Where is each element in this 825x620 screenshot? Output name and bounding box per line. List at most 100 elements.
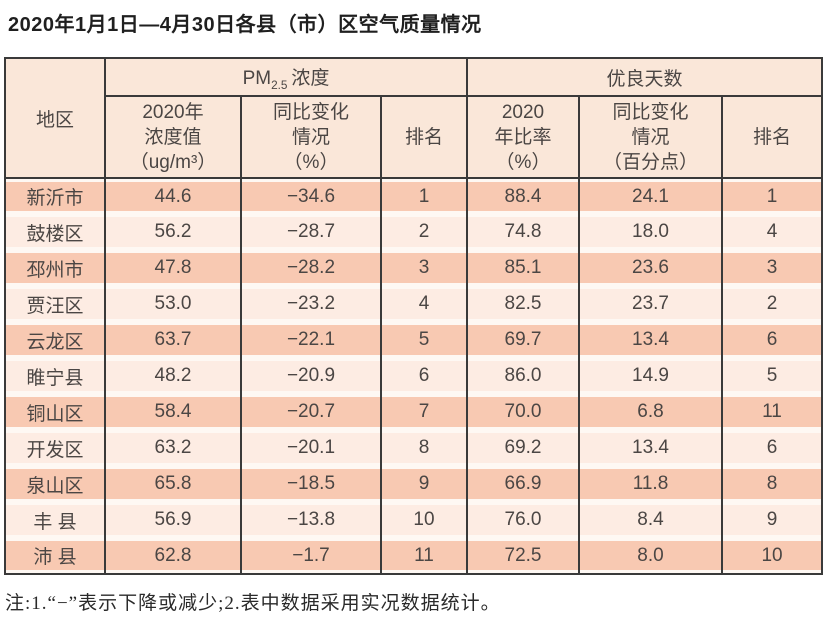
days-rank-cell: 6: [720, 430, 824, 466]
days-ratio-cell: 74.8: [466, 214, 580, 250]
pm-rank-cell: 5: [380, 322, 468, 358]
pm-value-cell: 53.0: [104, 286, 242, 322]
table-row: 开发区 63.2 −20.1 8 69.2 13.4 6: [4, 430, 824, 466]
table-row: 鼓楼区 56.2 −28.7 2 74.8 18.0 4: [4, 214, 824, 250]
footnote: 注:1.“−”表示下降或减少;2.表中数据采用实况数据统计。: [5, 593, 501, 614]
days-ratio-cell: 69.7: [466, 322, 580, 358]
pm-rank-cell: 9: [380, 466, 468, 502]
header-days-rank: 排名: [720, 96, 824, 179]
days-change-cell: 8.0: [578, 538, 723, 574]
region-cell: 开发区: [4, 430, 106, 466]
region-cell: 鼓楼区: [4, 214, 106, 250]
days-change-cell: 13.4: [578, 322, 723, 358]
table-row: 丰 县 56.9 −13.8 10 76.0 8.4 9: [4, 502, 824, 538]
pm25-subscript: 2.5: [271, 78, 288, 92]
header-pm-change: 同比变化 情况 （%）: [240, 96, 382, 179]
pm-change-cell: −20.7: [240, 394, 382, 430]
days-ratio-cell: 86.0: [466, 358, 580, 394]
pm-rank-cell: 11: [380, 538, 468, 574]
page-title: 2020年1月1日—4月30日各县（市）区空气质量情况: [8, 14, 482, 36]
days-ratio-cell: 82.5: [466, 286, 580, 322]
table-row: 邳州市 47.8 −28.2 3 85.1 23.6 3: [4, 250, 824, 286]
region-cell: 新沂市: [4, 178, 106, 214]
days-change-cell: 8.4: [578, 502, 723, 538]
days-change-cell: 23.6: [578, 250, 723, 286]
days-ratio-cell: 88.4: [466, 178, 580, 214]
days-ratio-cell: 70.0: [466, 394, 580, 430]
header-days-ratio: 2020 年比率 （%）: [466, 96, 580, 179]
pm-change-cell: −13.8: [240, 502, 382, 538]
header-group-pm25: PM2.5 浓度: [104, 58, 468, 97]
region-cell: 泉山区: [4, 466, 106, 502]
pm-change-cell: −28.7: [240, 214, 382, 250]
days-change-cell: 24.1: [578, 178, 723, 214]
days-rank-cell: 8: [720, 466, 824, 502]
region-cell: 贾汪区: [4, 286, 106, 322]
region-cell: 云龙区: [4, 322, 106, 358]
pm-value-cell: 63.7: [104, 322, 242, 358]
pm-rank-cell: 3: [380, 250, 468, 286]
header-sub-row: 2020年 浓度值 （ug/m³） 同比变化 情况 （%） 排名 2020 年比…: [5, 96, 824, 179]
days-rank-cell: 6: [720, 322, 824, 358]
table-row: 云龙区 63.7 −22.1 5 69.7 13.4 6: [4, 322, 824, 358]
pm-change-cell: −23.2: [240, 286, 382, 322]
table-row: 贾汪区 53.0 −23.2 4 82.5 23.7 2: [4, 286, 824, 322]
days-rank-cell: 3: [720, 250, 824, 286]
region-cell: 沛 县: [4, 538, 106, 574]
pm-value-cell: 62.8: [104, 538, 242, 574]
days-ratio-cell: 72.5: [466, 538, 580, 574]
table-row: 沛 县 62.8 −1.7 11 72.5 8.0 10: [4, 538, 824, 574]
pm-rank-cell: 8: [380, 430, 468, 466]
pm-value-cell: 56.2: [104, 214, 242, 250]
days-rank-cell: 10: [720, 538, 824, 574]
days-change-cell: 11.8: [578, 466, 723, 502]
table-row: 睢宁县 48.2 −20.9 6 86.0 14.9 5: [4, 358, 824, 394]
pm-change-cell: −28.2: [240, 250, 382, 286]
header-group-good-days: 优良天数: [465, 58, 824, 97]
pm-rank-cell: 6: [380, 358, 468, 394]
region-cell: 丰 县: [4, 502, 106, 538]
days-rank-cell: 9: [720, 502, 824, 538]
pm-change-cell: −34.6: [240, 178, 382, 214]
pm-value-cell: 44.6: [104, 178, 242, 214]
pm-rank-cell: 2: [380, 214, 468, 250]
pm-value-cell: 58.4: [104, 394, 242, 430]
region-cell: 睢宁县: [4, 358, 106, 394]
header-days-change: 同比变化 情况 （百分点）: [578, 96, 723, 179]
region-cell: 铜山区: [4, 394, 106, 430]
header-region: 地区: [4, 58, 106, 179]
header-pm-rank: 排名: [380, 96, 468, 179]
days-change-cell: 6.8: [578, 394, 723, 430]
header-group-row: 地区 PM2.5 浓度 优良天数: [4, 58, 824, 179]
table-header: 地区 PM2.5 浓度 优良天数 2020年 浓度值 （ug/m³） 同比变化 情…: [4, 58, 824, 179]
air-quality-table: 地区 PM2.5 浓度 优良天数 2020年 浓度值 （ug/m³） 同比变化 情…: [4, 57, 824, 575]
table-row: 新沂市 44.6 −34.6 1 88.4 24.1 1: [4, 178, 824, 214]
pm-change-cell: −20.9: [240, 358, 382, 394]
table-row: 泉山区 65.8 −18.5 9 66.9 11.8 8: [4, 466, 824, 502]
pm-value-cell: 63.2: [104, 430, 242, 466]
pm-value-cell: 56.9: [104, 502, 242, 538]
pm25-suffix: 浓度: [291, 67, 330, 89]
days-ratio-cell: 76.0: [466, 502, 580, 538]
days-rank-cell: 4: [720, 214, 824, 250]
pm-value-cell: 47.8: [104, 250, 242, 286]
days-change-cell: 13.4: [578, 430, 723, 466]
region-cell: 邳州市: [4, 250, 106, 286]
pm-rank-cell: 7: [380, 394, 468, 430]
days-ratio-cell: 66.9: [466, 466, 580, 502]
pm-rank-cell: 10: [380, 502, 468, 538]
days-change-cell: 14.9: [578, 358, 723, 394]
table-body: 新沂市 44.6 −34.6 1 88.4 24.1 1 鼓楼区 56.2 −28.7 2 74.8 1…: [4, 178, 824, 574]
pm-value-cell: 48.2: [104, 358, 242, 394]
days-rank-cell: 11: [720, 394, 824, 430]
days-change-cell: 18.0: [578, 214, 723, 250]
pm-rank-cell: 1: [380, 178, 468, 214]
days-rank-cell: 5: [720, 358, 824, 394]
days-change-cell: 23.7: [578, 286, 723, 322]
days-rank-cell: 2: [720, 286, 824, 322]
days-ratio-cell: 85.1: [466, 250, 580, 286]
pm-rank-cell: 4: [380, 286, 468, 322]
days-rank-cell: 1: [720, 178, 824, 214]
days-ratio-cell: 69.2: [466, 430, 580, 466]
